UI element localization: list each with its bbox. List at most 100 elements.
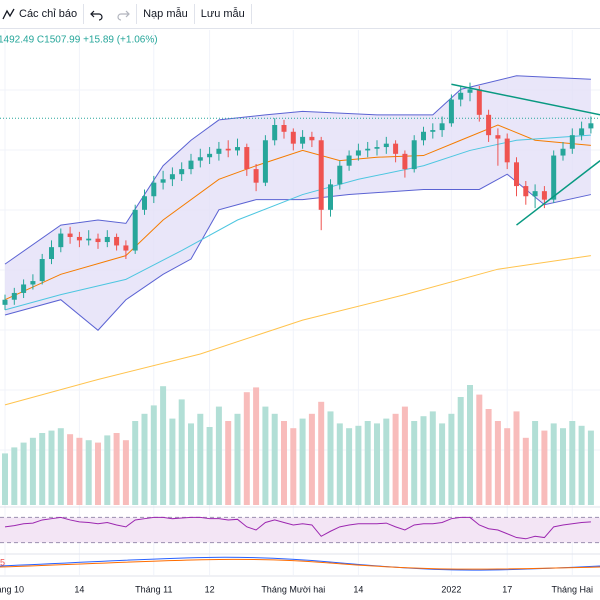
volume-bar	[429, 411, 436, 505]
undo-icon	[90, 10, 103, 21]
volume-bar	[48, 430, 55, 505]
volume-bar	[188, 423, 194, 505]
x-tick-label: Tháng Mười hai	[261, 584, 325, 594]
volume-bar	[448, 413, 455, 505]
volume-bar	[569, 421, 576, 505]
redo-icon	[117, 10, 130, 21]
volume-bar	[29, 437, 36, 505]
volume-bar	[11, 447, 18, 505]
candle-body	[179, 169, 185, 175]
volume-bar	[225, 421, 232, 505]
volume-bar	[85, 440, 92, 505]
volume-bar	[578, 425, 585, 505]
volume-bar	[587, 430, 594, 505]
volume-bar	[113, 433, 120, 505]
x-tick-label: 14	[353, 584, 363, 594]
candle-body	[448, 99, 454, 124]
volume-bar	[374, 423, 380, 505]
candle-body	[504, 138, 510, 163]
volume-bar	[281, 421, 287, 505]
save-label: Lưu mẫu	[200, 8, 245, 20]
undo-button[interactable]	[84, 0, 110, 28]
band-fill	[5, 75, 591, 331]
separator	[250, 4, 252, 24]
candle-body	[421, 131, 426, 141]
candle-body	[374, 147, 380, 149]
candle-body	[151, 182, 157, 197]
candle-body	[560, 148, 566, 156]
volume-bar	[467, 385, 473, 505]
volume-bar	[234, 413, 241, 505]
candle-body	[467, 89, 473, 93]
candle-body	[290, 131, 296, 144]
volume-bar	[206, 427, 213, 505]
x-tick-label: Tháng 11	[135, 584, 172, 594]
candle-body	[281, 125, 287, 132]
candle-body	[588, 123, 594, 129]
volume-bar	[67, 434, 74, 505]
candle-body	[383, 143, 389, 148]
volume-bar	[476, 394, 483, 505]
candle-body	[253, 169, 259, 183]
candle-body	[160, 179, 166, 183]
volume-bar	[122, 440, 129, 505]
candle-body	[95, 238, 101, 243]
candle-body	[476, 89, 482, 115]
volume-bar	[327, 411, 334, 505]
separator	[83, 4, 85, 24]
volume-bar	[541, 430, 548, 505]
candle-body	[216, 148, 222, 154]
toolbar: Các chỉ báo Nạp mẫu Lưu mẫu	[0, 0, 600, 29]
candle-body	[21, 284, 27, 293]
candle-body	[439, 123, 445, 131]
candle-body	[328, 184, 333, 210]
candle-body	[49, 247, 54, 260]
volume-bar	[2, 453, 8, 505]
candle-body	[393, 143, 399, 154]
volume-bar	[439, 423, 446, 505]
save-button[interactable]: Lưu mẫu	[195, 0, 251, 28]
candle-body	[30, 281, 36, 285]
volume-bar	[318, 401, 325, 505]
x-tick-label: 2022	[441, 584, 461, 594]
separator	[136, 4, 138, 24]
load-button[interactable]: Nạp mẫu	[137, 0, 194, 28]
volume-bar	[392, 413, 399, 505]
candle-body	[318, 140, 324, 210]
volume-bar	[215, 406, 222, 505]
volume-bar	[336, 423, 343, 505]
volume-bar	[169, 418, 176, 505]
volume-bar	[494, 421, 501, 505]
indicators-icon	[2, 8, 15, 20]
candle-body	[495, 135, 501, 139]
volume-bar	[271, 413, 278, 505]
volume-bar	[20, 442, 27, 505]
candle-body	[309, 136, 315, 141]
indicators-label: Các chỉ báo	[19, 8, 78, 20]
candle-body	[132, 209, 138, 251]
indicators-button[interactable]: Các chỉ báo	[0, 0, 83, 28]
candle-body	[411, 140, 417, 170]
candle-body	[365, 148, 371, 151]
volume-bar	[411, 421, 418, 505]
candle-body	[244, 147, 250, 170]
volume-bar	[253, 387, 260, 505]
volume-bar	[532, 421, 539, 505]
volume-bar	[141, 413, 148, 505]
candle-body	[169, 174, 175, 180]
redo-button[interactable]	[110, 0, 136, 28]
candle-body	[337, 165, 343, 185]
candle-body	[76, 236, 82, 241]
candle-body	[142, 196, 147, 210]
volume-bar	[401, 406, 408, 505]
overlay-line	[4, 134, 591, 311]
overlay-line	[4, 173, 592, 331]
rsi-line	[4, 516, 591, 540]
candle-body	[39, 259, 45, 282]
trendline	[451, 83, 600, 116]
overlay-line	[4, 255, 591, 406]
candle-body	[262, 140, 268, 183]
x-tick-label: Tháng 10	[0, 584, 24, 594]
volume-bar	[290, 428, 297, 505]
